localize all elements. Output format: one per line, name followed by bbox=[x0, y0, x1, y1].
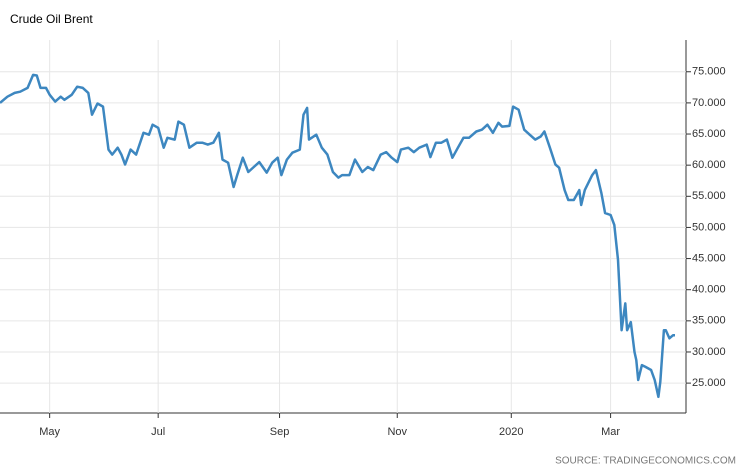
y-tick-label: 60.000 bbox=[692, 159, 726, 171]
price-line bbox=[0, 73, 675, 399]
x-tick-label: Sep bbox=[270, 426, 290, 438]
y-tick-label: 25.000 bbox=[692, 377, 726, 389]
y-tick-label: 75.000 bbox=[692, 66, 726, 78]
x-tick-label: Mar bbox=[601, 426, 620, 438]
y-tick-label: 65.000 bbox=[692, 128, 726, 140]
y-tick-label: 30.000 bbox=[692, 346, 726, 358]
y-tick-label: 40.000 bbox=[692, 284, 726, 296]
y-tick-label: 50.000 bbox=[692, 221, 726, 233]
y-tick-label: 35.000 bbox=[692, 315, 726, 327]
chart-title: Crude Oil Brent bbox=[10, 12, 93, 26]
source: SOURCE: TRADINGECONOMICS.COM bbox=[555, 456, 736, 467]
x-tick-label: Nov bbox=[387, 426, 407, 438]
y-tick-label: 70.000 bbox=[692, 97, 726, 109]
x-tick-label: 2020 bbox=[499, 426, 523, 438]
y-tick-label: 45.000 bbox=[692, 252, 726, 264]
y-tick-label: 55.000 bbox=[692, 190, 726, 202]
x-tick-label: May bbox=[39, 426, 60, 438]
x-tick-label: Jul bbox=[151, 426, 165, 438]
